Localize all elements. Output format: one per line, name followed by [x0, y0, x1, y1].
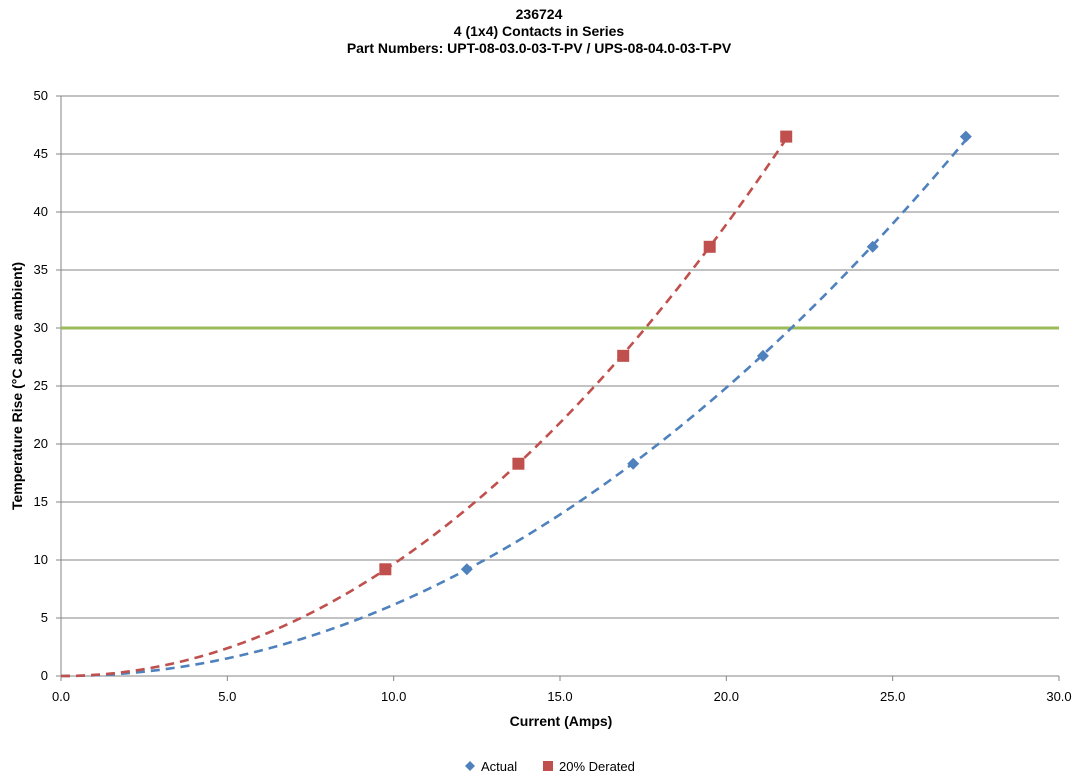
legend-label: Actual — [481, 759, 517, 774]
chart-title: 236724 4 (1x4) Contacts in Series Part N… — [347, 6, 732, 56]
x-axis-title: Current (Amps) — [510, 713, 613, 729]
point-derated — [703, 240, 716, 253]
y-tick-label: 15 — [34, 494, 48, 509]
point-actual — [627, 457, 640, 470]
x-tick-label: 0.0 — [52, 689, 70, 704]
y-tick-label: 30 — [34, 320, 48, 335]
legend-marker-actual — [465, 761, 475, 771]
trendline-series-0 — [61, 139, 967, 678]
point-actual — [866, 240, 879, 253]
point-actual — [460, 563, 473, 576]
x-tick-label: 15.0 — [547, 689, 572, 704]
y-tick-label: 25 — [34, 378, 48, 393]
x-tick-label: 10.0 — [381, 689, 406, 704]
x-tick-label: 20.0 — [714, 689, 739, 704]
data-points — [379, 130, 972, 576]
point-derated — [512, 457, 525, 470]
chart-title-line-1: 236724 — [516, 6, 563, 22]
x-tick-label: 25.0 — [880, 689, 905, 704]
y-tick-label: 40 — [34, 204, 48, 219]
legend-marker-derated — [543, 761, 553, 771]
point-derated — [780, 130, 793, 143]
trendline-series-1 — [61, 138, 788, 678]
trendlines — [61, 138, 967, 678]
axes: 0 5 10 15 20 25 30 35 40 45 50 0.0 5.0 10.0 15.0 20.0 25… — [34, 88, 1072, 704]
chart-title-line-2: 4 (1x4) Contacts in Series — [454, 23, 625, 39]
y-tick-label: 35 — [34, 262, 48, 277]
grid — [61, 95, 1059, 619]
y-tick-label: 0 — [41, 668, 48, 683]
legend: Actual 20% Derated — [465, 759, 635, 774]
point-derated — [379, 563, 392, 576]
y-tick-label: 5 — [41, 610, 48, 625]
y-tick-label: 20 — [34, 436, 48, 451]
point-actual — [959, 130, 972, 143]
legend-label: 20% Derated — [559, 759, 635, 774]
y-tick-label: 45 — [34, 146, 48, 161]
x-tick-label: 30.0 — [1046, 689, 1071, 704]
x-tick-label: 5.0 — [218, 689, 236, 704]
y-tick-label: 10 — [34, 552, 48, 567]
point-derated — [617, 349, 630, 362]
y-tick-label: 50 — [34, 88, 48, 103]
chart-title-line-3: Part Numbers: UPT-08-03.0-03-T-PV / UPS-… — [347, 40, 732, 56]
y-axis-title: Temperature Rise (°C above ambient) — [9, 262, 25, 510]
point-actual — [756, 349, 769, 362]
